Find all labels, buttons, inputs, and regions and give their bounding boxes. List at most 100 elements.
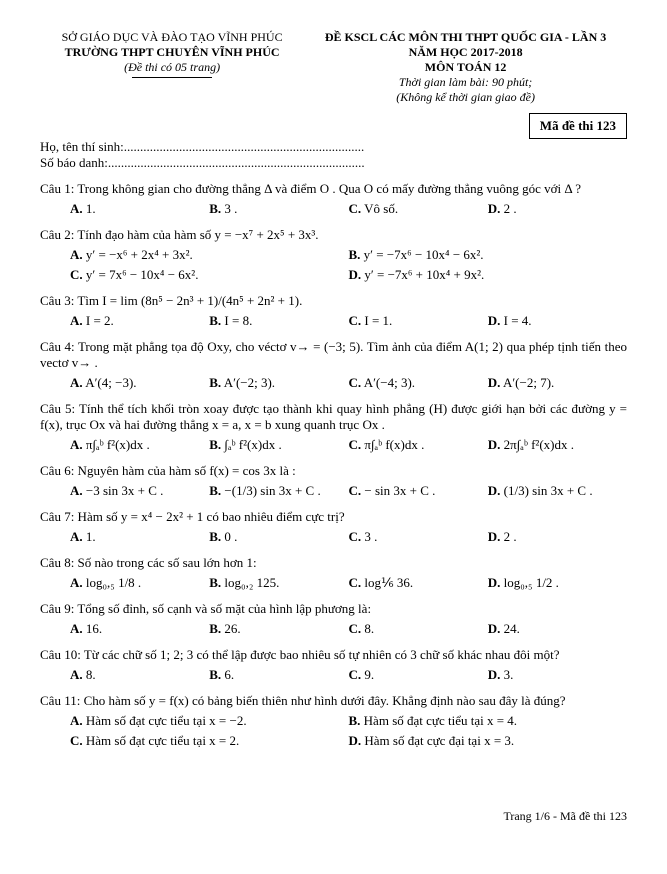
opt-a-label: A. <box>70 713 83 728</box>
question-6: Câu 6: Nguyên hàm của hàm số f(x) = cos … <box>40 463 627 479</box>
opt-c-label: C. <box>349 529 362 544</box>
q7-c: 3 . <box>364 529 377 544</box>
q10-b: 6. <box>224 667 234 682</box>
opt-a-label: A. <box>70 575 83 590</box>
note: (Không kể thời gian giao đề) <box>304 90 627 105</box>
q8-d: log₀,₅ 1/2 . <box>504 575 559 590</box>
opt-d-label: D. <box>488 437 501 452</box>
q5-a: π∫ₐᵇ f²(x)dx . <box>86 437 150 452</box>
opt-b-label: B. <box>209 621 221 636</box>
opt-b-label: B. <box>349 713 361 728</box>
exam-code-box: Mã đề thi 123 <box>529 113 627 139</box>
q11-options-row2: C. Hàm số đạt cực tiểu tại x = 2. D. Hàm… <box>70 733 627 749</box>
question-11: Câu 11: Cho hàm số y = f(x) có bảng biến… <box>40 693 627 709</box>
q1-options: A. 1. B. 3 . C. Vô số. D. 2 . <box>70 201 627 217</box>
school-line: TRƯỜNG THPT CHUYÊN VĨNH PHÚC <box>40 45 304 60</box>
exam-title: ĐỀ KSCL CÁC MÔN THI THPT QUỐC GIA - LẦN … <box>304 30 627 45</box>
q9-d: 24. <box>504 621 520 636</box>
q11-b: Hàm số đạt cực tiểu tại x = 4. <box>364 713 517 728</box>
header: SỞ GIÁO DỤC VÀ ĐÀO TẠO VĨNH PHÚC TRƯỜNG … <box>40 30 627 105</box>
opt-a-label: A. <box>70 483 83 498</box>
opt-b-label: B. <box>209 529 221 544</box>
opt-b-label: B. <box>209 375 221 390</box>
q2-c: y′ = 7x⁶ − 10x⁴ − 6x². <box>86 267 199 282</box>
q5-d: 2π∫ₐᵇ f²(x)dx . <box>504 437 574 452</box>
q7-a: 1. <box>86 529 96 544</box>
question-9: Câu 9: Tổng số đỉnh, số cạnh và số mặt c… <box>40 601 627 617</box>
question-5: Câu 5: Tính thể tích khối tròn xoay được… <box>40 401 627 433</box>
q10-d: 3. <box>504 667 514 682</box>
q3-options: A. I = 2. B. I = 8. C. I = 1. D. I = 4. <box>70 313 627 329</box>
q1-b: 3 . <box>224 201 237 216</box>
question-4: Câu 4: Trong mặt phẳng tọa độ Oxy, cho v… <box>40 339 627 371</box>
q1-d: 2 . <box>504 201 517 216</box>
opt-d-label: D. <box>488 375 501 390</box>
q9-options: A. 16. B. 26. C. 8. D. 24. <box>70 621 627 637</box>
header-left: SỞ GIÁO DỤC VÀ ĐÀO TẠO VĨNH PHÚC TRƯỜNG … <box>40 30 304 105</box>
q2-d: y′ = −7x⁶ + 10x⁴ + 9x². <box>364 267 484 282</box>
opt-c-label: C. <box>349 667 362 682</box>
opt-b-label: B. <box>209 437 221 452</box>
opt-d-label: D. <box>488 621 501 636</box>
opt-a-label: A. <box>70 375 83 390</box>
opt-b-label: B. <box>209 201 221 216</box>
opt-c-label: C. <box>349 437 362 452</box>
q11-d: Hàm số đạt cực đại tại x = 3. <box>364 733 514 748</box>
opt-b-label: B. <box>209 667 221 682</box>
opt-b-label: B. <box>209 313 221 328</box>
question-8: Câu 8: Số nào trong các số sau lớn hơn 1… <box>40 555 627 571</box>
opt-b-label: B. <box>209 575 221 590</box>
q6-b: −(1/3) sin 3x + C . <box>224 483 320 498</box>
q8-b: log₀,₂ 125. <box>224 575 279 590</box>
opt-c-label: C. <box>349 313 362 328</box>
opt-d-label: D. <box>488 201 501 216</box>
q4-a: A′(4; −3). <box>85 375 136 390</box>
opt-b-label: B. <box>209 483 221 498</box>
question-1: Câu 1: Trong không gian cho đường thẳng … <box>40 181 627 197</box>
q7-options: A. 1. B. 0 . C. 3 . D. 2 . <box>70 529 627 545</box>
name-field: Họ, tên thí sinh:.......................… <box>40 139 627 155</box>
q6-c: − sin 3x + C . <box>364 483 435 498</box>
opt-a-label: A. <box>70 437 83 452</box>
opt-d-label: D. <box>488 667 501 682</box>
opt-c-label: C. <box>349 375 362 390</box>
opt-c-label: C. <box>349 621 362 636</box>
q8-a: log₀,₅ 1/8 . <box>86 575 141 590</box>
opt-a-label: A. <box>70 621 83 636</box>
opt-b-label: B. <box>349 247 361 262</box>
opt-d-label: D. <box>349 267 362 282</box>
opt-c-label: C. <box>70 267 83 282</box>
question-10: Câu 10: Từ các chữ số 1; 2; 3 có thể lập… <box>40 647 627 663</box>
divider <box>132 77 212 78</box>
q6-options: A. −3 sin 3x + C . B. −(1/3) sin 3x + C … <box>70 483 627 499</box>
school-year: NĂM HỌC 2017-2018 <box>304 45 627 60</box>
opt-a-label: A. <box>70 667 83 682</box>
q3-b: I = 8. <box>224 313 252 328</box>
q2-options-row1: A. y′ = −x⁶ + 2x⁴ + 3x². B. y′ = −7x⁶ − … <box>70 247 627 263</box>
duration: Thời gian làm bài: 90 phút; <box>304 75 627 90</box>
opt-d-label: D. <box>488 529 501 544</box>
q9-b: 26. <box>224 621 240 636</box>
q7-d: 2 . <box>504 529 517 544</box>
opt-a-label: A. <box>70 313 83 328</box>
opt-c-label: C. <box>349 201 362 216</box>
q6-d: (1/3) sin 3x + C . <box>504 483 593 498</box>
q11-options-row1: A. Hàm số đạt cực tiểu tại x = −2. B. Hà… <box>70 713 627 729</box>
q9-a: 16. <box>86 621 102 636</box>
q2-b: y′ = −7x⁶ − 10x⁴ − 6x². <box>364 247 484 262</box>
question-2: Câu 2: Tính đạo hàm của hàm số y = −x⁷ +… <box>40 227 627 243</box>
q11-c: Hàm số đạt cực tiểu tại x = 2. <box>86 733 239 748</box>
page-footer: Trang 1/6 - Mã đề thi 123 <box>40 809 627 824</box>
q4-b: A′(−2; 3). <box>224 375 275 390</box>
q4-d: A′(−2; 7). <box>503 375 554 390</box>
page-count: (Đề thi có 05 trang) <box>40 60 304 75</box>
q10-options: A. 8. B. 6. C. 9. D. 3. <box>70 667 627 683</box>
q10-c: 9. <box>364 667 374 682</box>
opt-d-label: D. <box>488 575 501 590</box>
opt-c-label: C. <box>70 733 83 748</box>
q1-c: Vô số. <box>364 201 398 216</box>
q6-a: −3 sin 3x + C . <box>86 483 164 498</box>
q9-c: 8. <box>364 621 374 636</box>
opt-a-label: A. <box>70 247 83 262</box>
header-right: ĐỀ KSCL CÁC MÔN THI THPT QUỐC GIA - LẦN … <box>304 30 627 105</box>
